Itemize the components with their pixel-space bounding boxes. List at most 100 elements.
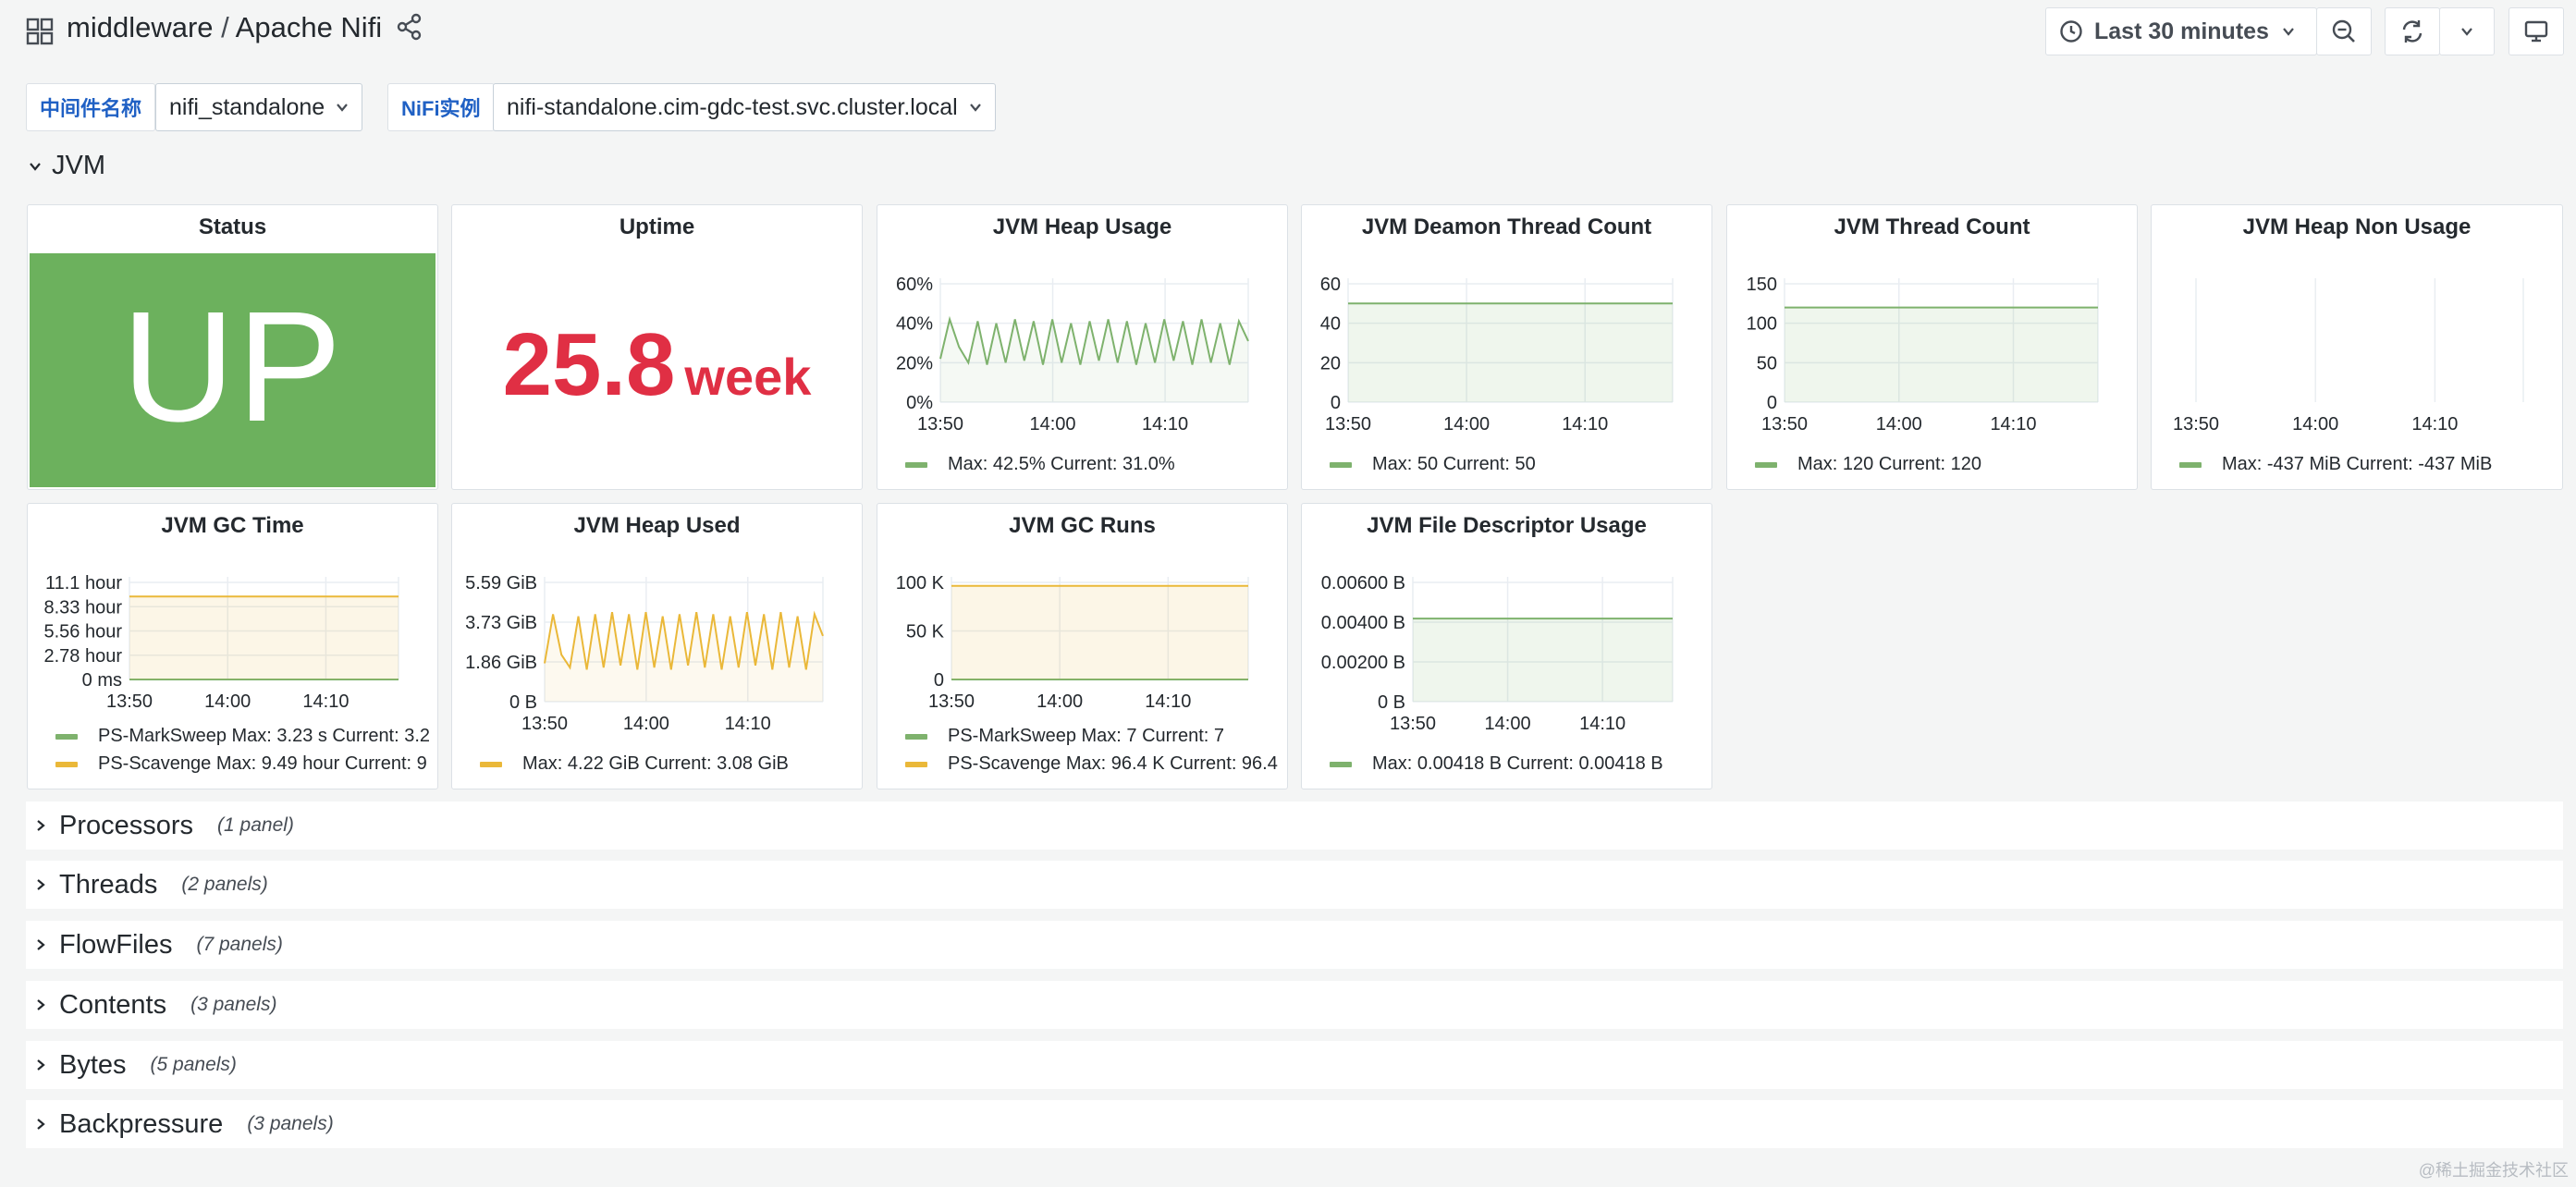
chart-svg: 5.59 GiB 3.73 GiB 1.86 GiB 0 B13:50 14:00 14:… [465,573,824,734]
status-stat: UP [30,253,435,487]
legend-item[interactable]: PS-MarkSweep Max: 7 Current: 7 [905,726,1224,747]
status-value: UP [121,278,344,455]
tv-mode-button[interactable] [2509,7,2564,55]
refresh-interval-dropdown[interactable] [2439,7,2495,55]
legend-text: PS-Scavenge Max: 96.4 K Current: 96.4 [948,753,1278,774]
y-tick-label: 2.78 hour [43,646,122,667]
chevron-right-icon [37,999,45,1010]
legend-item[interactable]: Max: 42.5% Current: 31.0% [905,454,1175,475]
breadcrumb: middleware / Apache Nifi [67,11,382,44]
x-tick-label: 13:50 [1390,714,1436,734]
x-tick-label: 14:10 [725,714,771,734]
panel-jvm-heap-used[interactable]: JVM Heap Used 5.59 GiB 3.73 GiB 1.86 GiB 0 B… [451,503,863,789]
chart-svg: 150 100 50 013:50 14:00 14:10 [1747,275,2099,434]
x-tick-label: 14:10 [1145,691,1191,712]
panel-jvm-thread-count[interactable]: JVM Thread Count 150 100 50 0 13:50 14:00 14:10… [1726,204,2138,490]
row-backpressure[interactable]: Backpressure (3 panels) [26,1100,2563,1148]
legend-item[interactable]: Max: 120 Current: 120 [1755,454,1981,475]
legend-item[interactable]: PS-Scavenge Max: 96.4 K Current: 96.4 [905,753,1278,775]
panel-jvm-file-descriptor-usage[interactable]: JVM File Descriptor Usage 0.00600 B 0.0040… [1301,503,1712,789]
series-area [940,319,1248,402]
legend-item[interactable]: PS-MarkSweep Max: 3.23 s Current: 3.2 [55,726,430,747]
x-tick-label: 14:00 [1037,691,1083,712]
series-line [544,610,824,670]
y-tick-label: 0.00400 B [1321,613,1405,633]
series-area [1348,303,1673,402]
chart-svg: 60% 40% 20% 0%13:50 14:00 14:10 [896,275,1249,434]
legend-text: PS-Scavenge Max: 9.49 hour Current: 9 [98,753,427,774]
legend-text: Max: 42.5% Current: 31.0% [948,454,1175,474]
refresh-button[interactable] [2385,7,2440,55]
row-bytes[interactable]: Bytes (5 panels) [26,1041,2563,1089]
panel-title: Status [198,214,267,239]
zoom-out-button[interactable] [2316,7,2372,55]
y-tick-label: 8.33 hour [43,597,122,618]
legend-item[interactable]: Max: 4.22 GiB Current: 3.08 GiB [480,753,789,775]
panel-jvm-gc-runs[interactable]: JVM GC Runs 100 K 50 K 0 13:50 14:00 14:10 PS-M… [877,503,1288,789]
x-tick-label: 14:00 [1443,414,1490,434]
variable-label-nifi-instance: NiFi实例 [387,83,495,131]
legend-swatch [55,733,78,740]
dashboards-grid-icon[interactable] [26,18,54,45]
panel-uptime[interactable]: Uptime 25.8 week [451,204,863,490]
chevron-right-icon [37,879,45,890]
legend-text: Max: 0.00418 B Current: 0.00418 B [1372,753,1663,774]
row-processors[interactable]: Processors (1 panel) [26,802,2563,850]
chevron-right-icon [37,1059,45,1071]
panel-jvm-gc-time[interactable]: JVM GC Time 11.1 hour 8.33 hour 5.56 hour 2.… [27,503,438,789]
legend-item[interactable]: PS-Scavenge Max: 9.49 hour Current: 9 [55,753,427,775]
row-title: Contents [59,989,167,1020]
y-tick-label: 0 [934,670,944,691]
row-flowfiles[interactable]: FlowFiles (7 panels) [26,921,2563,969]
y-tick-label: 0.00600 B [1321,573,1405,594]
legend-item[interactable]: Max: 0.00418 B Current: 0.00418 B [1330,753,1663,775]
x-tick-label: 13:50 [928,691,975,712]
y-tick-label: 50 [1757,353,1777,373]
dashboard-title[interactable]: Apache Nifi [235,11,383,43]
x-tick-label: 13:50 [1325,414,1371,434]
panel-jvm-daemon-thread-count[interactable]: JVM Deamon Thread Count 60 40 20 0 13:50 14:00… [1301,204,1712,490]
variable-label-middleware-name: 中间件名称 [26,83,156,131]
legend-swatch [1755,461,1777,468]
time-range-picker[interactable]: Last 30 minutes [2045,7,2317,55]
legend-text: Max: 120 Current: 120 [1797,454,1981,474]
y-tick-label: 0.00200 B [1321,653,1405,673]
legend-swatch [480,761,502,767]
chevron-right-icon [37,939,45,950]
row-header-jvm[interactable]: JVM [28,151,105,181]
breadcrumb-folder[interactable]: middleware [67,11,214,43]
legend-swatch [55,761,78,767]
share-icon[interactable] [396,13,423,41]
row-title: Threads [59,869,158,899]
x-tick-label: 14:10 [1142,414,1188,434]
variable-select-middleware-name[interactable]: nifi_standalone [155,83,363,131]
row-contents[interactable]: Contents (3 panels) [26,981,2563,1029]
x-tick-label: 14:00 [1485,714,1531,734]
panel-title: JVM Thread Count [1834,214,2030,239]
x-tick-label: 14:10 [1579,714,1625,734]
x-tick-label: 14:10 [1990,414,2036,434]
y-tick-label: 5.59 GiB [465,573,537,594]
row-title: FlowFiles [59,929,173,960]
row-threads[interactable]: Threads (2 panels) [26,861,2563,909]
panel-status[interactable]: Status UP [27,204,438,490]
variable-select-nifi-instance[interactable]: nifi-standalone.cim-gdc-test.svc.cluster… [493,83,996,131]
legend-item[interactable]: Max: 50 Current: 50 [1330,454,1536,475]
panel-title: JVM File Descriptor Usage [1367,513,1647,538]
uptime-stat: 25.8 week [452,314,862,416]
legend-text: Max: 50 Current: 50 [1372,454,1536,474]
y-tick-label: 1.86 GiB [465,653,537,673]
panel-jvm-heap-non-usage[interactable]: JVM Heap Non Usage 13:50 14:00 14:10 Max: -4… [2151,204,2563,490]
panel-title: Uptime [619,214,695,239]
panel-title: JVM GC Runs [1009,513,1156,538]
chevron-down-icon [2283,28,2294,36]
y-tick-label: 0 [1767,393,1777,413]
y-tick-label: 0 B [1378,692,1405,713]
y-tick-label: 40 [1320,314,1341,335]
panel-jvm-heap-usage[interactable]: JVM Heap Usage 60% 40% 20% 0% 13:50 14:00 14:10… [877,204,1288,490]
panel-title: JVM Heap Used [573,513,741,538]
panel-title: JVM Heap Usage [992,214,1172,239]
watermark: @稀土掘金技术社区 [2418,1161,2569,1180]
legend-item[interactable]: Max: -437 MiB Current: -437 MiB [2179,454,2492,475]
y-tick-label: 20% [896,353,933,373]
